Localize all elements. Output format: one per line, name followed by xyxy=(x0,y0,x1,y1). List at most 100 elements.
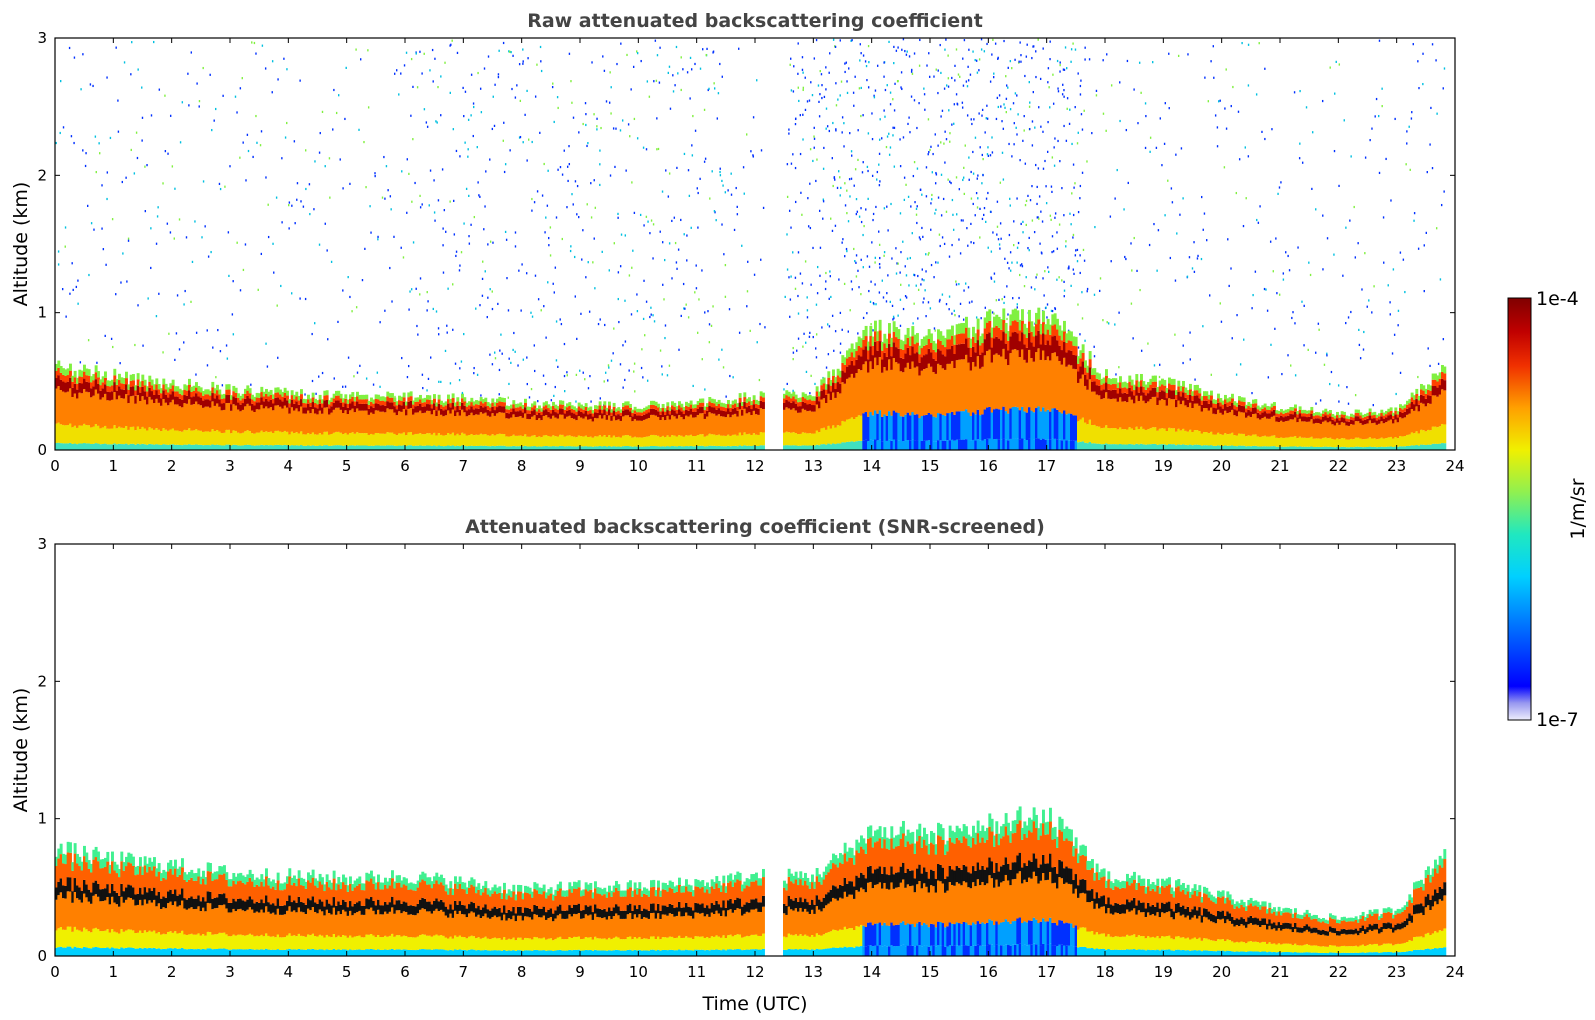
heatmap-cell xyxy=(185,444,189,450)
noise-speck xyxy=(219,187,222,191)
noise-speck xyxy=(1011,155,1013,158)
noise-speck xyxy=(839,176,841,179)
heatmap-cell xyxy=(1179,396,1183,405)
noise-speck xyxy=(1054,307,1056,310)
heatmap-cell xyxy=(755,445,758,450)
heatmap-cell xyxy=(155,428,159,445)
heatmap-cell xyxy=(640,446,644,450)
heatmap-cell xyxy=(440,434,443,446)
heatmap-cell xyxy=(573,406,576,410)
heatmap-cell xyxy=(374,410,378,433)
heatmap-cell xyxy=(444,405,448,410)
heatmap-cell xyxy=(806,445,810,450)
noise-speck xyxy=(677,248,680,251)
heatmap-cell xyxy=(1014,320,1017,332)
noise-speck xyxy=(314,160,316,163)
heatmap-cell xyxy=(605,419,609,438)
heatmap-cell xyxy=(1028,321,1031,333)
heatmap-cell xyxy=(1214,408,1218,415)
noise-speck xyxy=(1201,195,1203,199)
heatmap-cell xyxy=(533,415,537,436)
noise-speck xyxy=(127,237,130,240)
noise-speck xyxy=(695,264,697,267)
noise-speck xyxy=(816,292,819,295)
heatmap-cell xyxy=(1186,407,1190,432)
noise-speck xyxy=(1093,345,1095,348)
heatmap-cell xyxy=(304,407,308,414)
heatmap-cell xyxy=(596,418,600,437)
noise-speck xyxy=(1026,43,1028,46)
heatmap-cell xyxy=(321,403,324,408)
noise-speck xyxy=(786,233,788,236)
heatmap-cell xyxy=(1070,365,1073,414)
heatmap-cell xyxy=(1163,391,1167,400)
noise-speck xyxy=(955,283,958,286)
heatmap-cell xyxy=(850,417,854,442)
heatmap-cell xyxy=(1044,324,1048,335)
heatmap-cell xyxy=(757,400,761,405)
heatmap-cell xyxy=(454,446,457,450)
noise-speck xyxy=(549,226,552,229)
noise-speck xyxy=(442,271,445,274)
heatmap-cell xyxy=(1105,369,1108,376)
heatmap-cell xyxy=(279,406,282,432)
heatmap-cell xyxy=(727,434,730,446)
noise-speck xyxy=(743,192,745,195)
heatmap-cell xyxy=(94,389,98,425)
noise-speck xyxy=(211,128,213,132)
heatmap-cell xyxy=(836,391,840,426)
heatmap-cell xyxy=(132,395,135,427)
noise-speck xyxy=(689,56,692,60)
noise-speck xyxy=(996,225,999,228)
heatmap-cell xyxy=(582,418,586,437)
heatmap-cell xyxy=(195,382,198,388)
noise-speck xyxy=(1054,216,1056,219)
heatmap-cell xyxy=(946,329,950,340)
heatmap-cell xyxy=(1252,445,1255,450)
heatmap-cell xyxy=(491,406,495,414)
noise-speck xyxy=(758,378,761,382)
noise-speck xyxy=(1114,323,1116,326)
noise-speck xyxy=(846,189,848,192)
heatmap-cell xyxy=(577,402,581,407)
heatmap-cell xyxy=(745,434,749,446)
heatmap-cell xyxy=(843,364,847,373)
heatmap-cell xyxy=(820,399,824,429)
heatmap-cell xyxy=(1179,430,1183,445)
noise-speck xyxy=(854,75,856,78)
heatmap-cell xyxy=(1077,382,1080,422)
noise-speck xyxy=(1009,60,1012,63)
noise-speck xyxy=(983,213,985,217)
heatmap-cell xyxy=(258,445,261,450)
noise-speck xyxy=(1006,317,1008,321)
noise-speck xyxy=(808,335,811,338)
noise-speck xyxy=(839,194,841,197)
noise-speck xyxy=(729,374,731,378)
heatmap-cell xyxy=(647,446,651,450)
heatmap-cell xyxy=(542,406,546,411)
noise-speck xyxy=(526,89,528,92)
noise-speck xyxy=(59,79,62,83)
heatmap-cell xyxy=(323,445,327,450)
heatmap-cell xyxy=(59,365,63,373)
noise-speck xyxy=(609,174,612,177)
noise-speck xyxy=(530,311,532,314)
noise-speck xyxy=(695,287,698,290)
heatmap-cell xyxy=(386,401,390,409)
heatmap-cell xyxy=(430,400,434,405)
heatmap-cell xyxy=(1000,439,1003,450)
noise-speck xyxy=(601,250,603,253)
noise-speck xyxy=(992,38,994,41)
noise-speck xyxy=(1031,184,1033,188)
heatmap-cell xyxy=(1177,386,1181,393)
heatmap-cell xyxy=(486,409,490,416)
noise-speck xyxy=(155,315,158,318)
heatmap-cell xyxy=(1172,378,1176,385)
noise-speck xyxy=(408,308,410,311)
heatmap-cell xyxy=(1116,401,1120,430)
heatmap-cell xyxy=(965,409,968,440)
noise-speck xyxy=(99,152,101,155)
heatmap-cell xyxy=(1210,395,1213,401)
heatmap-cell xyxy=(958,359,961,412)
heatmap-cell xyxy=(617,407,621,411)
